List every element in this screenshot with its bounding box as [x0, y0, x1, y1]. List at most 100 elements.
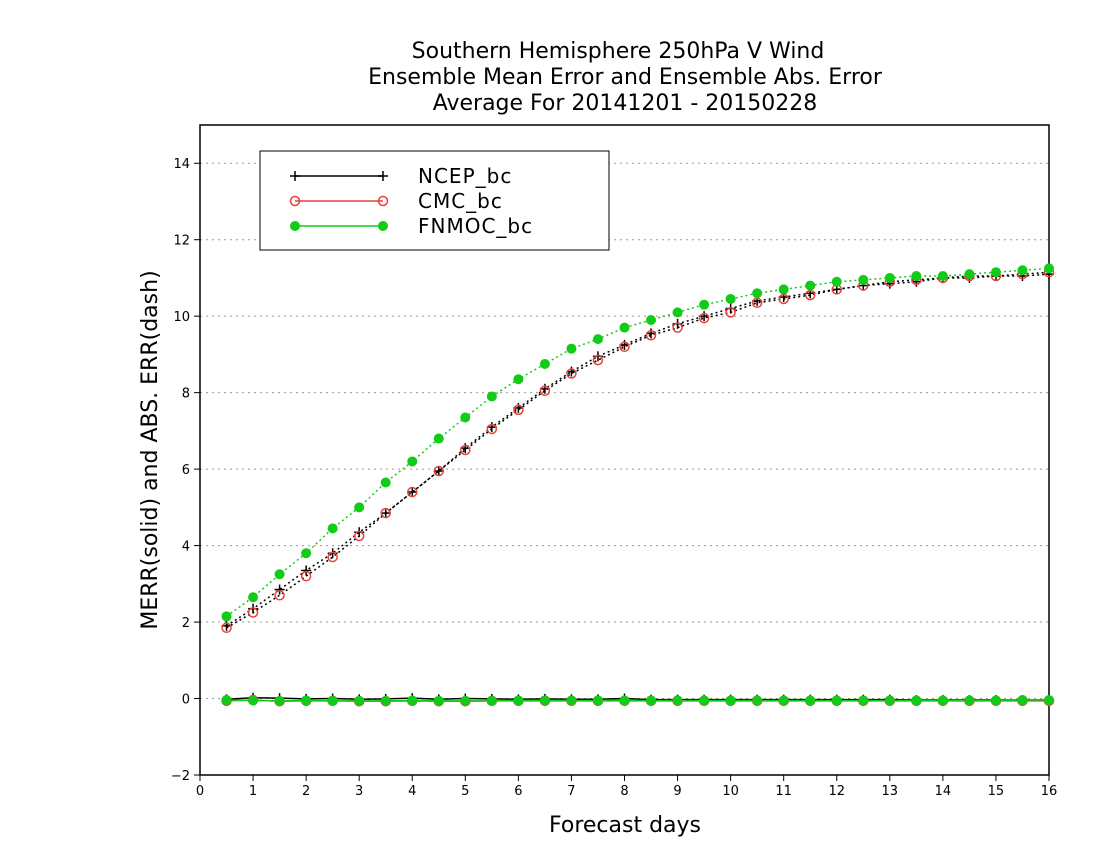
abs-err-point-fnmoc-bc [752, 288, 763, 299]
abs-err-point-cmc-bc [407, 486, 418, 498]
abs-err-point-fnmoc-bc [646, 315, 657, 325]
chart-title-line-3: Average For 20141201 - 20150228 [433, 91, 818, 116]
x-tick-label: 2 [302, 784, 310, 799]
abs-err-point-fnmoc-bc [486, 391, 497, 402]
abs-err-point-fnmoc-bc [407, 456, 418, 467]
series-layer [221, 263, 1055, 707]
y-tick-label: 10 [173, 310, 190, 325]
abs-err-point-cmc-bc [698, 312, 710, 324]
legend-label-cmc-bc: CMC_bc [418, 189, 503, 213]
abs-err-point-fnmoc-bc [699, 299, 710, 310]
markers-cmc-bc [221, 266, 1055, 707]
x-tick-label: 3 [355, 784, 363, 799]
merr-point-fnmoc-bc [380, 695, 391, 706]
abs-err-point-fnmoc-bc [1044, 263, 1054, 274]
y-tick-label: 6 [182, 463, 190, 478]
abs-err-point-fnmoc-bc [1017, 265, 1028, 276]
merr-point-fnmoc-bc [884, 695, 895, 706]
abs-err-point-cmc-bc [327, 551, 338, 563]
abs-err-point-cmc-bc [751, 297, 763, 309]
abs-err-point-cmc-bc [300, 570, 312, 582]
abs-err-point-fnmoc-bc [964, 269, 975, 280]
x-tick-label: 8 [620, 784, 628, 799]
abs-err-point-fnmoc-bc [327, 523, 338, 534]
merr-point-fnmoc-bc [301, 695, 312, 706]
x-tick-label: 14 [935, 784, 952, 799]
abs-err-point-cmc-bc [460, 444, 471, 456]
abs-err-point-fnmoc-bc [592, 334, 603, 345]
merr-point-fnmoc-bc [619, 695, 630, 706]
merr-point-fnmoc-bc [805, 695, 816, 706]
abs-err-point-fnmoc-bc [831, 276, 842, 287]
abs-err-point-cmc-bc [247, 607, 259, 618]
abs-err-point-cmc-bc [566, 368, 577, 379]
series-cmc-bc [226, 271, 1050, 702]
merr-point-fnmoc-bc [778, 695, 789, 706]
merr-point-fnmoc-bc [646, 695, 657, 706]
merr-point-fnmoc-bc [513, 695, 524, 706]
abs-err-point-cmc-bc [592, 354, 604, 366]
abs-err-point-cmc-bc [513, 404, 524, 416]
x-tick-label: 16 [1041, 784, 1058, 799]
abs-err-point-cmc-bc [221, 622, 232, 634]
abs-err-point-fnmoc-bc [248, 592, 259, 603]
x-tick-label: 12 [828, 784, 845, 799]
abs-err-point-fnmoc-bc [274, 569, 285, 580]
legend-item-fnmoc-bc: FNMOC_bc [290, 214, 532, 238]
merr-point-fnmoc-bc [460, 695, 471, 706]
chart-title-line-1: Southern Hemisphere 250hPa V Wind [412, 39, 825, 64]
x-tick-label: 5 [461, 784, 469, 799]
abs-err-point-ncep-bc [407, 487, 418, 498]
abs-err-point-fnmoc-bc [301, 548, 312, 559]
merr-point-fnmoc-bc [964, 695, 975, 706]
abs-err-point-cmc-bc [619, 341, 630, 353]
abs-err-point-cmc-bc [778, 293, 789, 305]
merr-point-fnmoc-bc [327, 695, 338, 706]
y-axis-label: MERR(solid) and ABS. ERR(dash) [138, 270, 163, 629]
x-tick-label: 9 [673, 784, 681, 799]
merr-point-fnmoc-bc [274, 695, 285, 706]
abs-err-point-fnmoc-bc [725, 293, 736, 304]
abs-err-point-fnmoc-bc [380, 477, 391, 488]
y-tick-label: 0 [182, 693, 190, 708]
abs-err-line-cmc-bc [226, 271, 1050, 629]
merr-point-fnmoc-bc [937, 695, 948, 706]
chart-title-line-2: Ensemble Mean Error and Ensemble Abs. Er… [368, 65, 883, 90]
abs-err-point-cmc-bc [725, 307, 736, 318]
legend-marker-cmc-bc [289, 195, 301, 207]
y-tick-label: 14 [173, 157, 190, 172]
merr-point-fnmoc-bc [566, 695, 577, 706]
abs-err-point-fnmoc-bc [354, 502, 365, 513]
abs-err-point-cmc-bc [645, 330, 657, 341]
y-tick-label: 2 [182, 616, 190, 631]
merr-point-fnmoc-bc [990, 695, 1001, 706]
merr-point-fnmoc-bc [911, 695, 922, 706]
abs-err-point-ncep-bc [301, 565, 312, 576]
abs-err-point-fnmoc-bc [805, 280, 816, 291]
abs-err-point-ncep-bc [433, 466, 444, 477]
abs-err-point-fnmoc-bc [619, 322, 630, 333]
abs-err-point-fnmoc-bc [884, 272, 895, 283]
abs-err-point-fnmoc-bc [539, 358, 550, 369]
abs-err-point-fnmoc-bc [433, 433, 444, 444]
abs-err-point-cmc-bc [380, 507, 391, 519]
chart-title: Southern Hemisphere 250hPa V Wind Ensemb… [368, 39, 883, 116]
gridlines [200, 162, 1049, 776]
markers-ncep-bc [221, 269, 1054, 706]
abs-err-point-fnmoc-bc [990, 267, 1001, 278]
merr-point-fnmoc-bc [725, 695, 736, 706]
legend-marker-fnmoc-bc [290, 221, 300, 231]
abs-err-point-cmc-bc [486, 423, 498, 435]
x-tick-label: 0 [196, 784, 204, 799]
merr-point-fnmoc-bc [1044, 695, 1054, 706]
x-tick-label: 11 [775, 784, 792, 799]
abs-err-point-cmc-bc [672, 322, 683, 333]
merr-point-fnmoc-bc [672, 695, 683, 706]
x-tick-label: 13 [882, 784, 899, 799]
x-tick-label: 15 [988, 784, 1005, 799]
x-tick-label: 1 [249, 784, 257, 799]
merr-point-fnmoc-bc [831, 695, 842, 706]
merr-point-fnmoc-bc [858, 695, 869, 706]
